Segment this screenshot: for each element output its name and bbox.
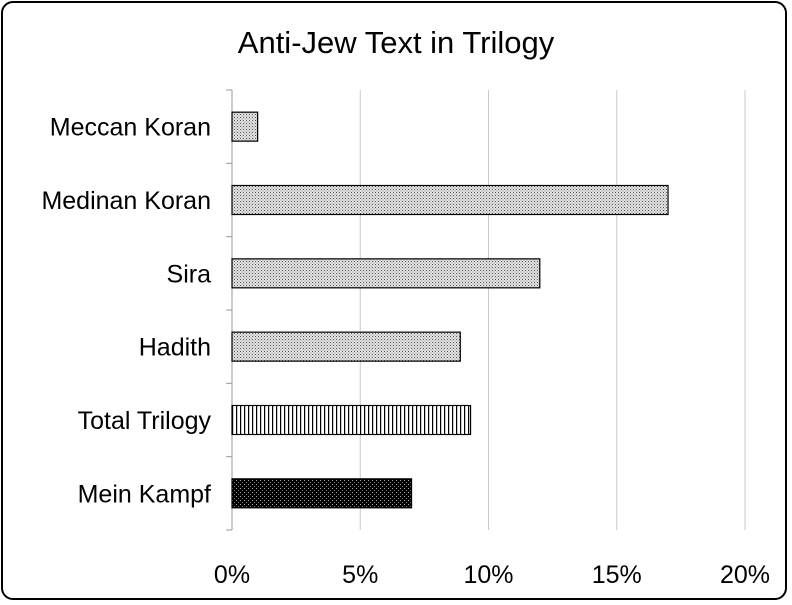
x-tick-label: 5%: [342, 561, 378, 589]
bar: [231, 478, 413, 509]
bar: [231, 111, 259, 142]
category-label: Meccan Koran: [50, 114, 211, 142]
bar: [231, 258, 541, 289]
x-tick-label: 0%: [214, 561, 250, 589]
bar: [231, 184, 669, 216]
category-label: Mein Kampf: [78, 480, 211, 508]
category-label: Medinan Koran: [41, 187, 211, 215]
bar: [231, 331, 461, 362]
x-tick-label: 20%: [720, 561, 770, 589]
x-tick-label: 15%: [592, 561, 642, 589]
category-label: Hadith: [139, 334, 211, 362]
category-label: Sira: [167, 260, 212, 288]
chart-title: Anti-Jew Text in Trilogy: [238, 25, 555, 60]
x-tick-label: 10%: [463, 561, 513, 589]
bar: [231, 404, 472, 436]
category-label: Total Trilogy: [78, 407, 212, 435]
